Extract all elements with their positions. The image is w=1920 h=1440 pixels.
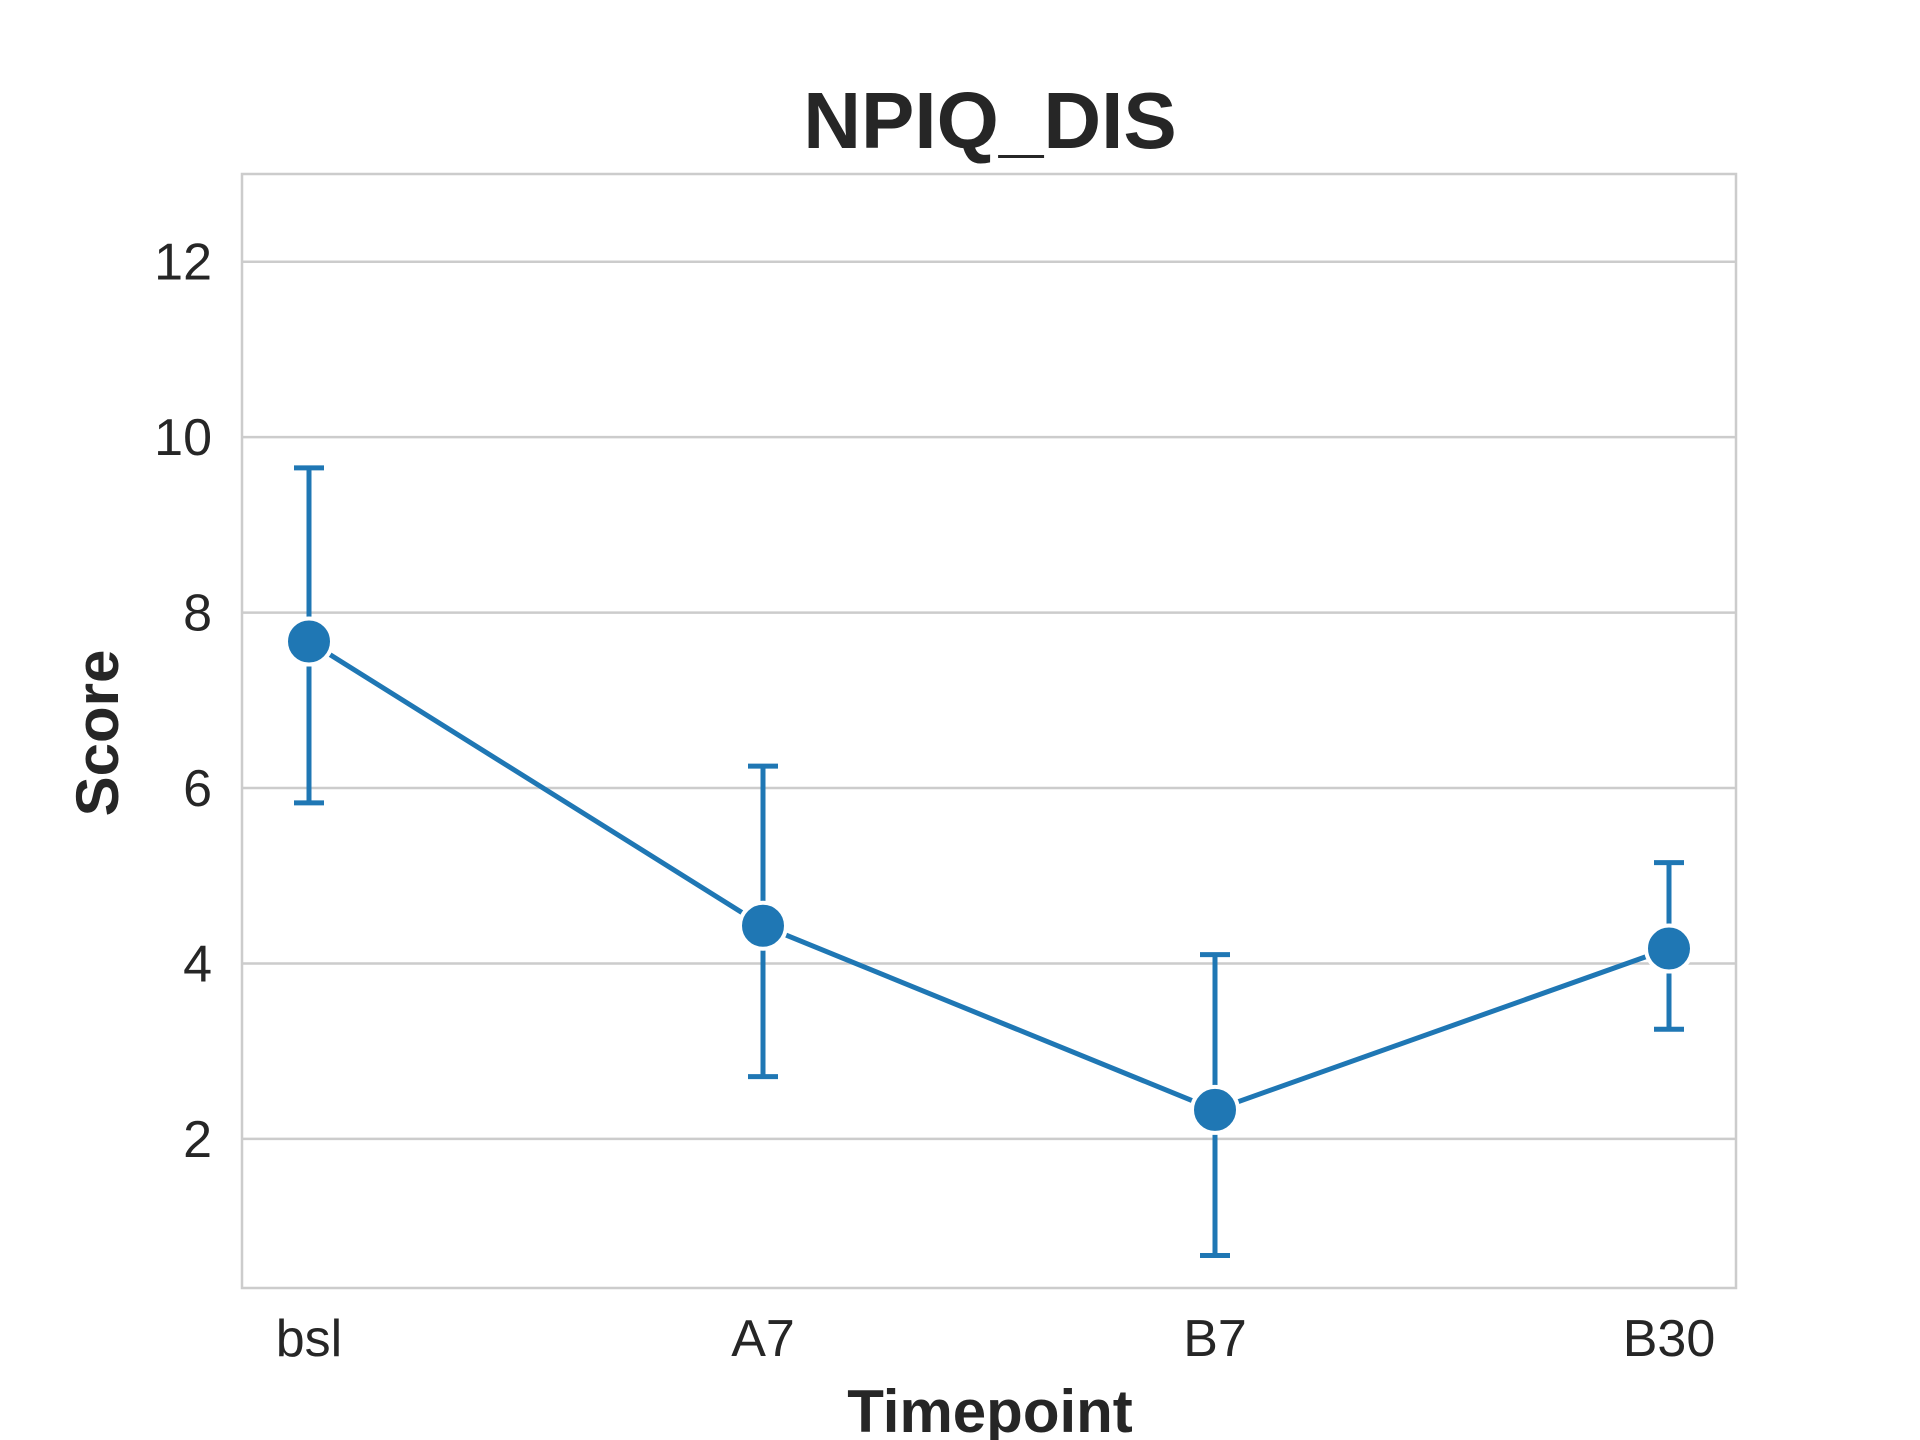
chart-title: NPIQ_DIS — [803, 76, 1176, 165]
data-point-B7 — [1190, 1084, 1240, 1135]
y-tick-label-12: 12 — [154, 234, 212, 292]
y-tick-label-2: 2 — [183, 1111, 212, 1169]
y-tick-label-4: 4 — [183, 935, 212, 993]
x-axis-ticks: bsl A7 B7 B30 — [276, 1310, 1716, 1368]
x-axis-label: Timepoint — [847, 1378, 1133, 1440]
grid — [242, 260, 1736, 1141]
series-line — [307, 639, 1670, 1113]
series — [284, 465, 1694, 1259]
y-axis-ticks: 2 4 6 8 10 12 — [154, 234, 212, 1169]
y-tick-label-6: 6 — [183, 760, 212, 818]
data-point-A7 — [738, 900, 788, 951]
y-tick-label-8: 8 — [183, 585, 212, 643]
x-tick-label-bsl: bsl — [276, 1310, 342, 1368]
data-point-bsl — [284, 616, 334, 667]
y-axis-label: Score — [64, 650, 131, 817]
x-tick-label-B30: B30 — [1623, 1310, 1716, 1368]
y-tick-label-10: 10 — [154, 409, 212, 467]
x-tick-label-B7: B7 — [1183, 1310, 1247, 1368]
x-tick-label-A7: A7 — [731, 1310, 795, 1368]
plot-area-frame — [240, 172, 1738, 1290]
data-point-B30 — [1644, 923, 1694, 974]
